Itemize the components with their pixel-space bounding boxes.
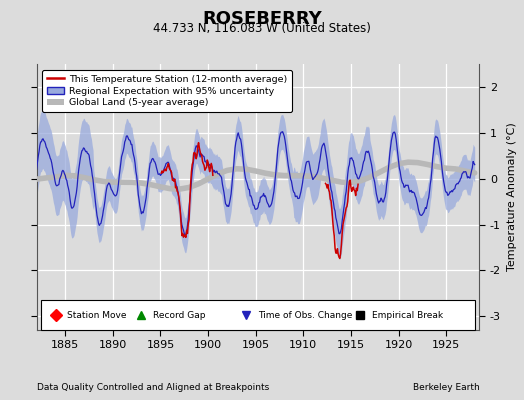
Text: Time of Obs. Change: Time of Obs. Change <box>258 310 352 320</box>
FancyBboxPatch shape <box>41 300 475 330</box>
Y-axis label: Temperature Anomaly (°C): Temperature Anomaly (°C) <box>507 123 517 271</box>
Text: Berkeley Earth: Berkeley Earth <box>413 383 479 392</box>
Text: Empirical Break: Empirical Break <box>372 310 443 320</box>
Text: Station Move: Station Move <box>67 310 127 320</box>
Text: 44.733 N, 116.083 W (United States): 44.733 N, 116.083 W (United States) <box>153 22 371 35</box>
Text: Data Quality Controlled and Aligned at Breakpoints: Data Quality Controlled and Aligned at B… <box>37 383 269 392</box>
Legend: This Temperature Station (12-month average), Regional Expectation with 95% uncer: This Temperature Station (12-month avera… <box>42 70 292 112</box>
Text: Record Gap: Record Gap <box>153 310 205 320</box>
Text: ROSEBERRY: ROSEBERRY <box>202 10 322 28</box>
